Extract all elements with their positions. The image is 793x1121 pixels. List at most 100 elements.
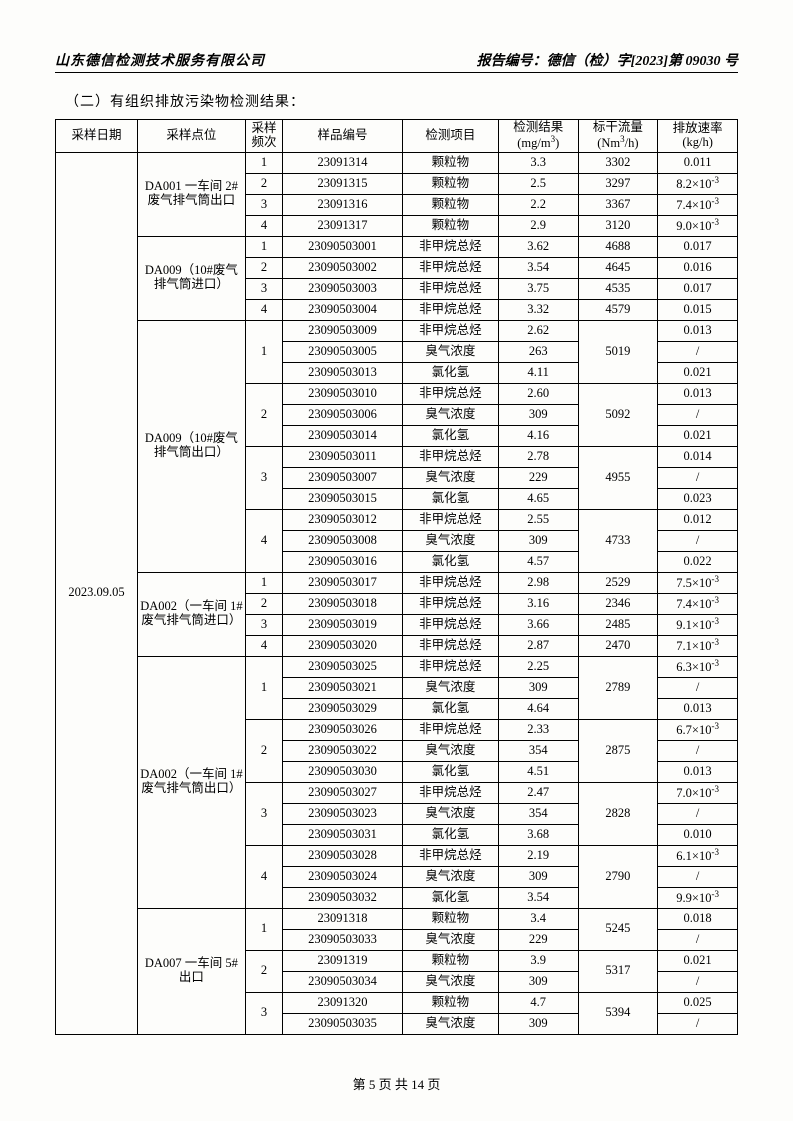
flow-cell: 2875	[578, 719, 658, 782]
flow-cell: 5394	[578, 992, 658, 1034]
point-cell: DA002（一车间 1#废气排气筒出口）	[138, 656, 246, 908]
sample-cell: 23090503001	[283, 236, 403, 257]
result-cell: 3.62	[498, 236, 578, 257]
item-cell: 非甲烷总烃	[402, 236, 498, 257]
result-cell: 3.68	[498, 824, 578, 845]
item-cell: 臭气浓度	[402, 929, 498, 950]
item-cell: 非甲烷总烃	[402, 719, 498, 740]
rate-cell: /	[658, 929, 738, 950]
rate-cell: /	[658, 1013, 738, 1034]
result-cell: 3.75	[498, 278, 578, 299]
section-title: （二）有组织排放污染物检测结果：	[65, 91, 738, 111]
item-cell: 臭气浓度	[402, 404, 498, 425]
result-cell: 2.47	[498, 782, 578, 803]
item-cell: 氯化氢	[402, 551, 498, 572]
sample-cell: 23090503007	[283, 467, 403, 488]
item-cell: 非甲烷总烃	[402, 509, 498, 530]
freq-cell: 4	[245, 845, 282, 908]
freq-cell: 1	[245, 908, 282, 950]
flow-cell: 2828	[578, 782, 658, 845]
rate-cell: 0.022	[658, 551, 738, 572]
result-cell: 3.54	[498, 887, 578, 908]
rate-cell: 0.015	[658, 299, 738, 320]
item-cell: 臭气浓度	[402, 740, 498, 761]
col-date: 采样日期	[56, 120, 138, 153]
sample-cell: 23090503006	[283, 404, 403, 425]
result-cell: 3.4	[498, 908, 578, 929]
result-cell: 4.11	[498, 362, 578, 383]
item-cell: 非甲烷总烃	[402, 782, 498, 803]
sample-cell: 23090503019	[283, 614, 403, 635]
item-cell: 非甲烷总烃	[402, 656, 498, 677]
item-cell: 氯化氢	[402, 761, 498, 782]
sample-cell: 23090503035	[283, 1013, 403, 1034]
freq-cell: 1	[245, 572, 282, 593]
result-cell: 3.54	[498, 257, 578, 278]
sample-cell: 23090503025	[283, 656, 403, 677]
flow-cell: 5317	[578, 950, 658, 992]
col-item: 检测项目	[402, 120, 498, 153]
rate-cell: 0.017	[658, 236, 738, 257]
result-cell: 309	[498, 1013, 578, 1034]
flow-cell: 4535	[578, 278, 658, 299]
freq-cell: 2	[245, 719, 282, 782]
item-cell: 颗粒物	[402, 215, 498, 236]
item-cell: 非甲烷总烃	[402, 614, 498, 635]
sample-cell: 23091319	[283, 950, 403, 971]
sample-cell: 23090503018	[283, 593, 403, 614]
result-cell: 3.16	[498, 593, 578, 614]
result-cell: 2.5	[498, 173, 578, 194]
sample-cell: 23090503005	[283, 341, 403, 362]
flow-cell: 2485	[578, 614, 658, 635]
col-point: 采样点位	[138, 120, 246, 153]
sample-cell: 23090503004	[283, 299, 403, 320]
rate-cell: 7.4×10-3	[658, 194, 738, 215]
rate-cell: 9.0×10-3	[658, 215, 738, 236]
result-cell: 309	[498, 971, 578, 992]
item-cell: 非甲烷总烃	[402, 572, 498, 593]
table-row: DA007 一车间 5#出口123091318颗粒物3.452450.018	[56, 908, 738, 929]
flow-cell: 4733	[578, 509, 658, 572]
rate-cell: 7.4×10-3	[658, 593, 738, 614]
rate-cell: 9.1×10-3	[658, 614, 738, 635]
sample-cell: 23091318	[283, 908, 403, 929]
item-cell: 非甲烷总烃	[402, 320, 498, 341]
sample-cell: 23090503030	[283, 761, 403, 782]
sample-cell: 23090503010	[283, 383, 403, 404]
table-row: 2023.09.05DA001 一车间 2#废气排气筒出口123091314颗粒…	[56, 152, 738, 173]
point-cell: DA009（10#废气排气筒进口）	[138, 236, 246, 320]
sample-cell: 23090503020	[283, 635, 403, 656]
result-cell: 4.16	[498, 425, 578, 446]
rate-cell: 0.025	[658, 992, 738, 1013]
result-cell: 2.2	[498, 194, 578, 215]
freq-cell: 3	[245, 446, 282, 509]
item-cell: 氯化氢	[402, 488, 498, 509]
table-header-row: 采样日期 采样点位 采样频次 样品编号 检测项目 检测结果(mg/m3) 标干流…	[56, 120, 738, 153]
rate-cell: 0.021	[658, 362, 738, 383]
result-cell: 2.9	[498, 215, 578, 236]
sample-cell: 23090503022	[283, 740, 403, 761]
rate-cell: /	[658, 404, 738, 425]
result-cell: 2.19	[498, 845, 578, 866]
freq-cell: 2	[245, 257, 282, 278]
item-cell: 颗粒物	[402, 992, 498, 1013]
rate-cell: 0.013	[658, 761, 738, 782]
rate-cell: /	[658, 530, 738, 551]
rate-cell: 0.012	[658, 509, 738, 530]
freq-cell: 4	[245, 299, 282, 320]
result-cell: 3.66	[498, 614, 578, 635]
freq-cell: 1	[245, 656, 282, 719]
freq-cell: 3	[245, 992, 282, 1034]
freq-cell: 2	[245, 593, 282, 614]
rate-cell: 7.0×10-3	[658, 782, 738, 803]
flow-cell: 5092	[578, 383, 658, 446]
flow-cell: 5019	[578, 320, 658, 383]
col-sample: 样品编号	[283, 120, 403, 153]
result-cell: 354	[498, 803, 578, 824]
result-cell: 2.98	[498, 572, 578, 593]
report-number: 报告编号：德信（检）字[2023]第 09030 号	[477, 50, 738, 70]
rate-cell: 0.014	[658, 446, 738, 467]
result-cell: 229	[498, 929, 578, 950]
item-cell: 非甲烷总烃	[402, 635, 498, 656]
table-row: DA002（一车间 1#废气排气筒出口）123090503025非甲烷总烃2.2…	[56, 656, 738, 677]
